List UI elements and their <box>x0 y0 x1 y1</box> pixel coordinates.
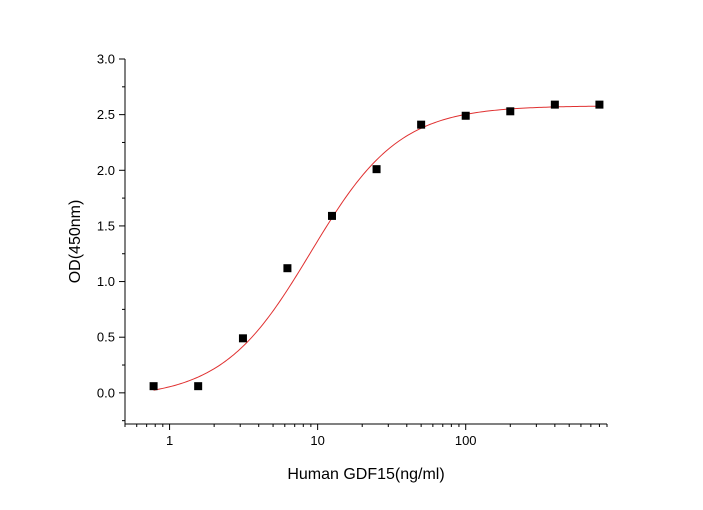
y-tick-label: 1.5 <box>97 218 115 233</box>
data-point <box>194 382 203 391</box>
y-tick-label: 2.0 <box>97 163 115 178</box>
data-point <box>283 264 292 273</box>
data-point <box>327 211 336 220</box>
fit-curve <box>153 105 600 391</box>
x-tick-label: 100 <box>455 433 477 448</box>
data-point <box>149 382 158 391</box>
x-axis: 1 10 100 <box>124 423 608 448</box>
x-tick-label: 10 <box>310 433 324 448</box>
data-point <box>461 111 470 120</box>
data-point <box>417 120 426 129</box>
y-tick-label: 0.5 <box>97 330 115 345</box>
data-points <box>149 100 604 391</box>
y-tick-label: 0.0 <box>97 385 115 400</box>
data-point <box>506 107 515 116</box>
y-axis: 0.0 0.5 1.0 1.5 2.0 2.5 3.0 <box>97 52 126 424</box>
data-point <box>595 100 604 109</box>
y-tick-label: 3.0 <box>97 52 115 67</box>
data-point <box>372 165 381 174</box>
x-axis-label: Human GDF15(ng/ml) <box>287 466 444 483</box>
y-axis-label: OD(450nm) <box>67 200 84 284</box>
data-point <box>550 100 559 109</box>
data-point <box>238 334 247 343</box>
y-tick-label: 1.0 <box>97 274 115 289</box>
x-tick-label: 1 <box>166 433 173 448</box>
y-tick-label: 2.5 <box>97 107 115 122</box>
